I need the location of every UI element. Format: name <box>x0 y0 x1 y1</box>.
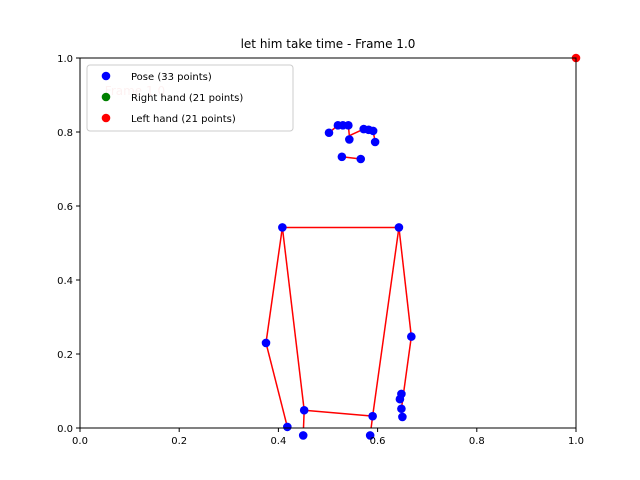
data-point <box>407 332 416 341</box>
connection-line <box>281 227 305 411</box>
legend-label: Left hand (21 points) <box>131 114 236 125</box>
y-tick-label: 0.8 <box>57 128 73 139</box>
legend: Pose (33 points) Right hand (21 points) Le… <box>86 64 294 132</box>
data-point <box>365 431 375 440</box>
x-tick-label: 0.4 <box>270 436 286 447</box>
connection-line <box>398 227 413 337</box>
x-tick-label: 0.2 <box>171 436 187 447</box>
data-point <box>324 128 334 138</box>
data-point <box>345 135 354 144</box>
y-tick-label: 0.6 <box>57 202 73 213</box>
legend-marker <box>101 92 111 102</box>
legend-marker <box>101 71 111 81</box>
x-tick-label: 0.0 <box>72 436 88 447</box>
data-point <box>283 422 292 432</box>
x-tick-label: 0.8 <box>469 436 485 447</box>
y-tick-label: 0.0 <box>57 424 73 435</box>
chart-title: let him take time - Frame 1.0 <box>241 37 416 51</box>
data-point <box>299 405 309 415</box>
connection-line <box>265 342 289 428</box>
y-axis: 0.0 0.2 0.4 0.6 0.8 1.0 <box>57 54 80 435</box>
pose-points <box>261 53 581 440</box>
connection-lines <box>265 124 413 428</box>
data-point <box>370 137 380 147</box>
legend-label: Pose (33 points) <box>131 72 212 83</box>
data-point <box>298 431 308 440</box>
data-point <box>395 394 405 404</box>
legend-marker <box>101 113 111 123</box>
x-tick-label: 1.0 <box>568 436 584 447</box>
data-point <box>344 121 353 130</box>
legend-box <box>86 64 294 132</box>
connection-line <box>304 409 373 417</box>
plot-frame <box>79 57 577 429</box>
data-point <box>368 126 378 136</box>
y-tick-label: 0.4 <box>57 276 73 287</box>
connection-line <box>265 227 284 344</box>
y-tick-label: 0.2 <box>57 350 73 361</box>
data-point <box>368 411 377 421</box>
data-point <box>278 223 287 232</box>
data-point <box>356 154 366 164</box>
data-point <box>261 338 271 348</box>
x-tick-label: 0.6 <box>370 436 386 447</box>
x-axis: 0.0 0.2 0.4 0.6 0.8 1.0 <box>72 428 584 447</box>
data-point <box>394 223 404 232</box>
data-point <box>397 404 406 414</box>
connection-line <box>371 227 400 417</box>
legend-label: Right hand (21 points) <box>131 93 243 104</box>
y-tick-label: 1.0 <box>57 54 73 65</box>
data-point <box>398 412 407 422</box>
data-point <box>337 152 347 162</box>
